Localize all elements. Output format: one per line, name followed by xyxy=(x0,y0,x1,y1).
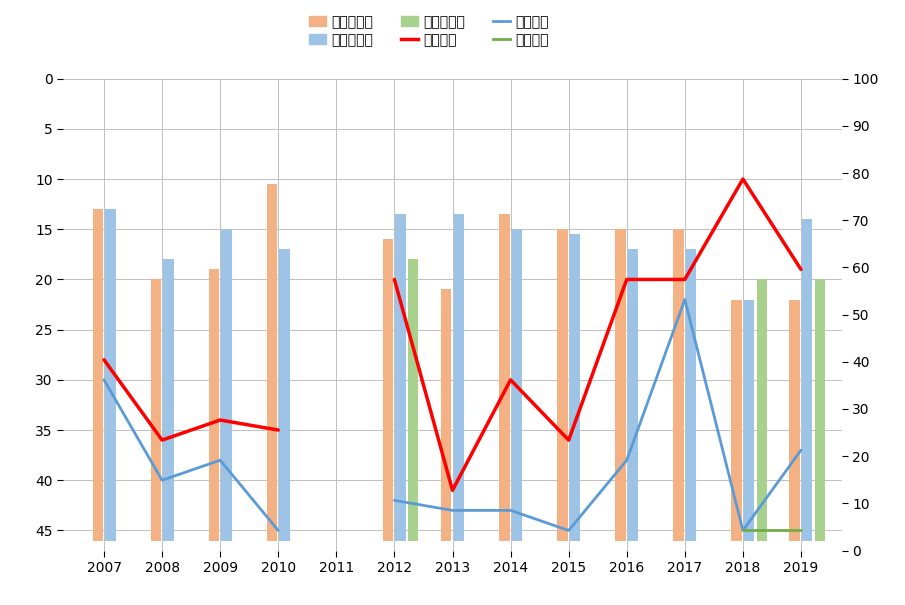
Bar xyxy=(408,260,418,540)
Bar xyxy=(511,229,522,540)
Bar xyxy=(731,299,742,540)
Bar xyxy=(221,229,232,540)
Bar xyxy=(814,280,825,540)
Bar xyxy=(150,280,161,540)
Bar xyxy=(92,209,103,540)
Bar xyxy=(570,234,580,540)
Bar xyxy=(802,219,813,540)
Bar xyxy=(499,214,510,540)
Bar xyxy=(673,229,684,540)
Bar xyxy=(789,299,800,540)
Bar xyxy=(757,280,767,540)
Legend: 国語正答率, 算数正答率, 理科正答率, 国語順位, 算数順位, 理科順位: 国語正答率, 算数正答率, 理科正答率, 国語順位, 算数順位, 理科順位 xyxy=(310,15,549,47)
Bar xyxy=(441,290,452,540)
Bar xyxy=(686,249,696,540)
Bar xyxy=(280,249,290,540)
Bar xyxy=(628,249,638,540)
Bar xyxy=(163,260,174,540)
Bar xyxy=(395,214,406,540)
Bar xyxy=(557,229,567,540)
Bar xyxy=(383,240,394,540)
Bar xyxy=(267,184,277,540)
Bar xyxy=(209,269,219,540)
Bar xyxy=(453,214,464,540)
Bar xyxy=(105,209,116,540)
Bar xyxy=(744,299,755,540)
Bar xyxy=(615,229,625,540)
